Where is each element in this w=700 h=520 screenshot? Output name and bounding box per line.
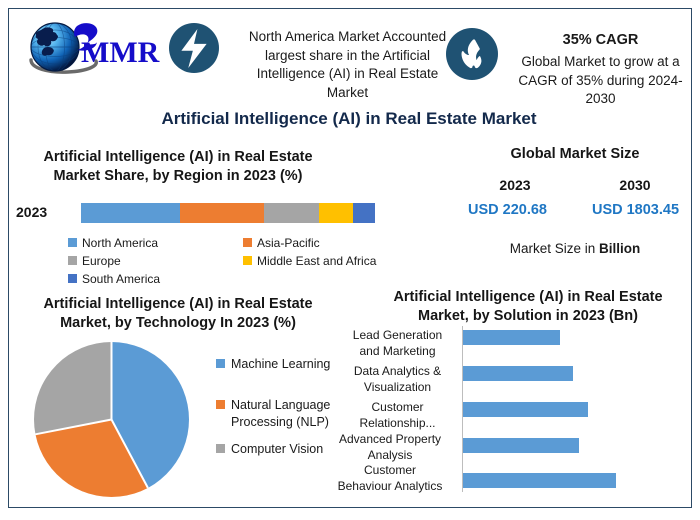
svg-text:MMR: MMR <box>81 36 160 69</box>
